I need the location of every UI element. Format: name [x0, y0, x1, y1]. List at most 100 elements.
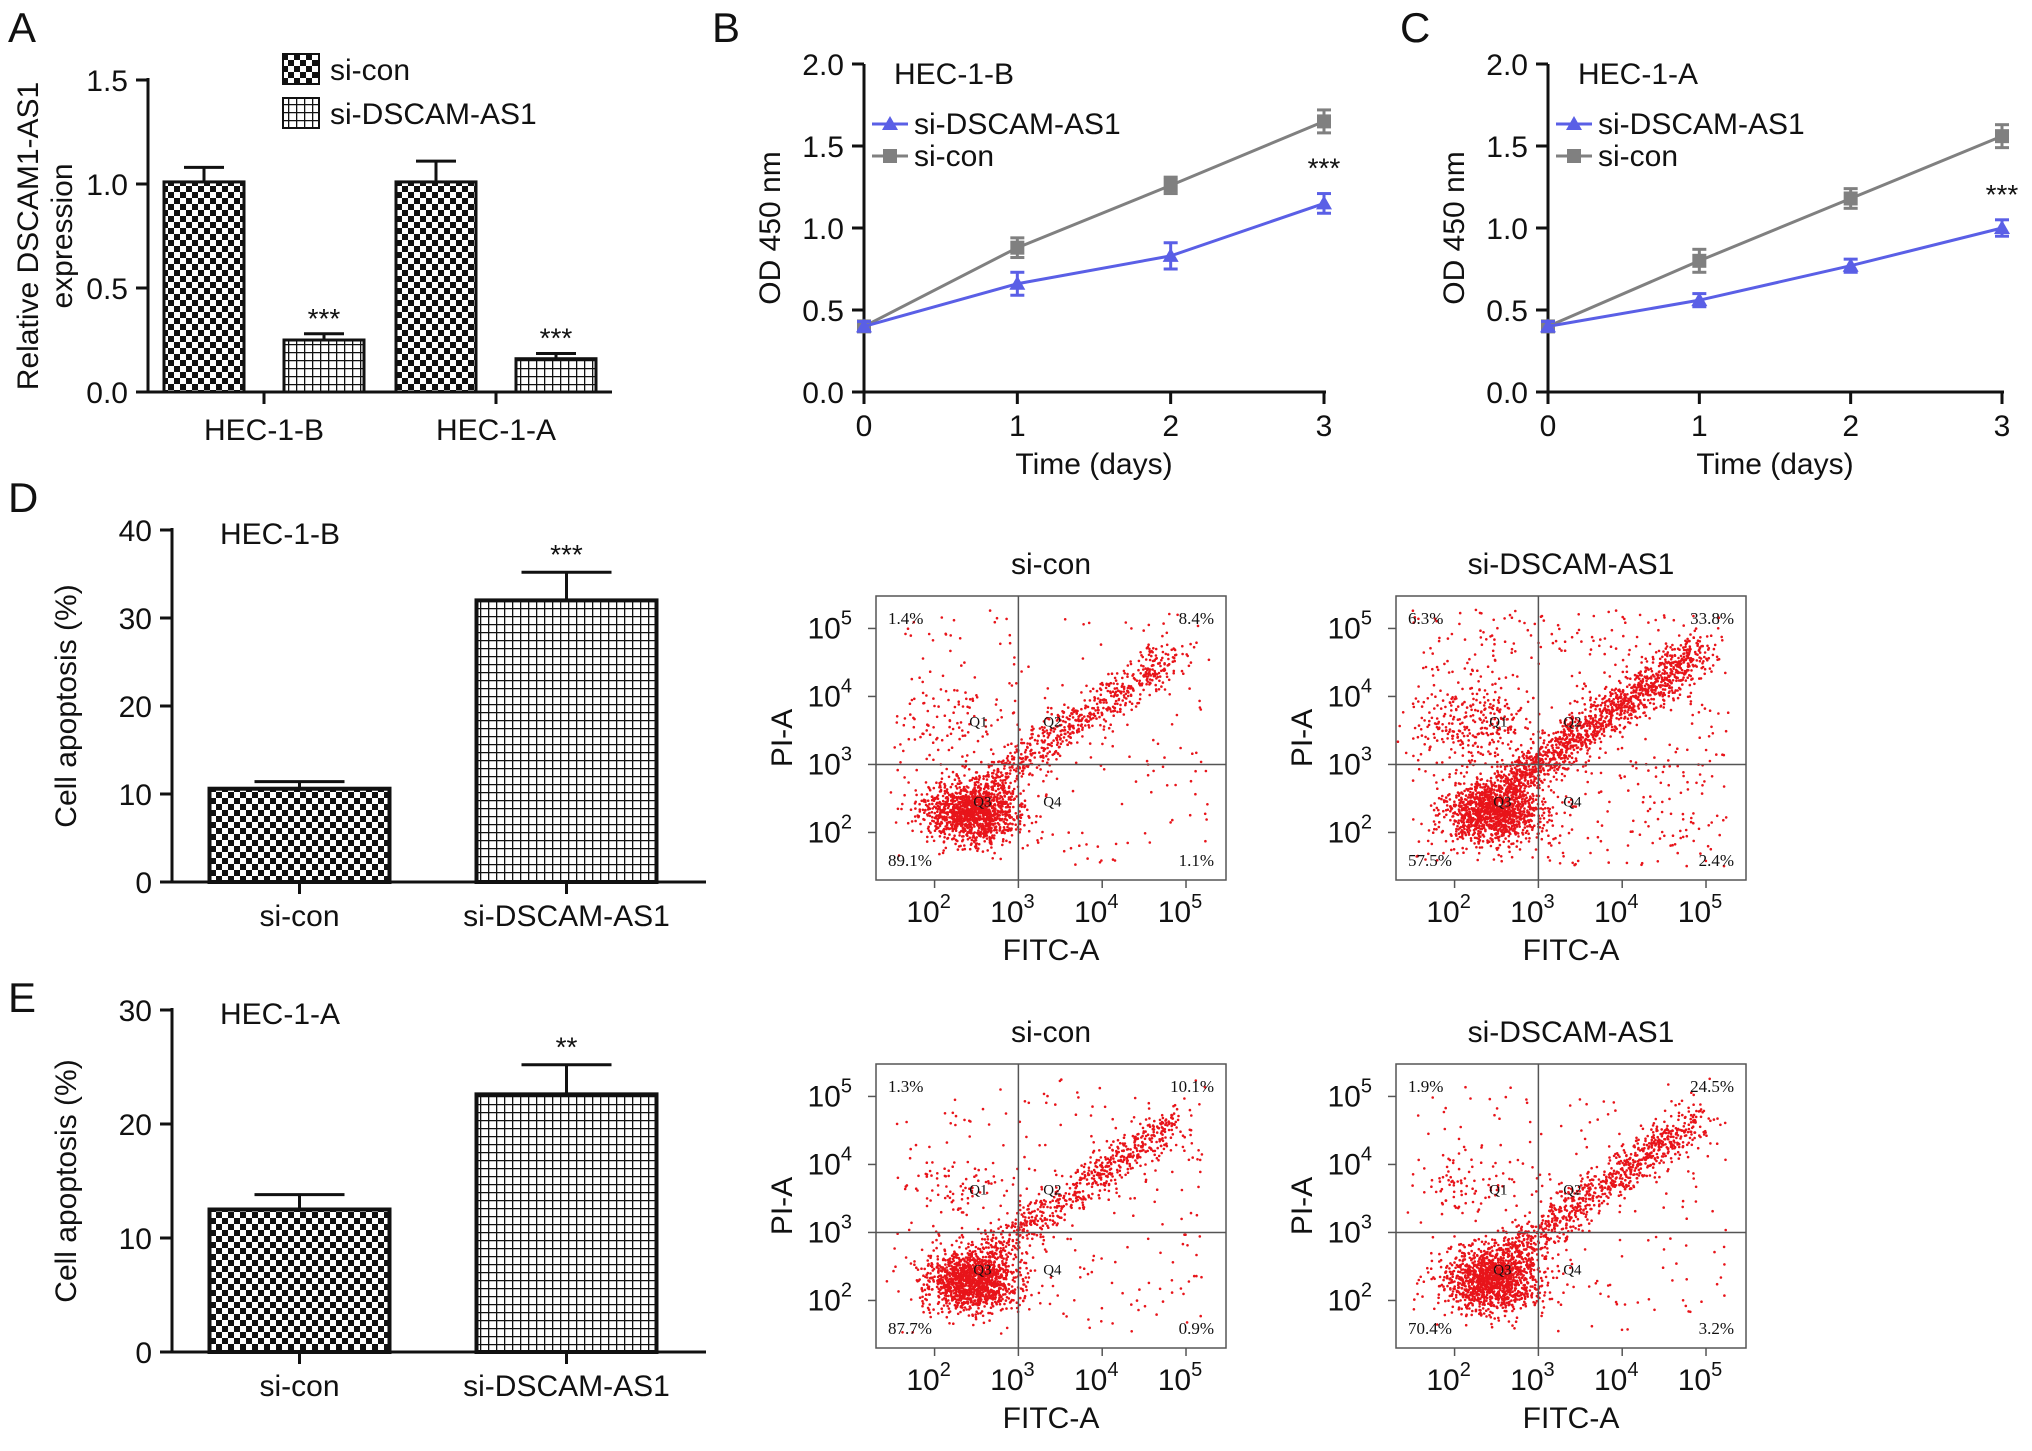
event-dot: [980, 760, 983, 764]
event-dot: [940, 777, 944, 780]
event-dot: [1494, 810, 1498, 813]
event-dot: [989, 822, 993, 826]
event-dot: [1015, 767, 1018, 770]
event-dot: [1436, 814, 1440, 817]
event-dot: [1589, 709, 1592, 713]
event-dot: [1513, 775, 1516, 778]
event-dot: [1585, 724, 1589, 727]
x-tick-label: 2: [1842, 410, 1859, 443]
event-dot: [1030, 725, 1034, 728]
event-dot: [1098, 715, 1101, 719]
event-dot: [1148, 651, 1152, 654]
event-dot: [1637, 707, 1641, 710]
event-dot: [920, 793, 924, 796]
event-dot: [966, 838, 970, 841]
event-dot: [990, 724, 993, 727]
event-dot: [1686, 654, 1689, 658]
event-dot: [1012, 663, 1016, 666]
event-dot: [921, 680, 924, 684]
event-dot: [1599, 717, 1603, 720]
event-dot: [1002, 838, 1005, 841]
event-dot: [1518, 792, 1522, 796]
event-dot: [933, 704, 936, 708]
legend-marker: [882, 116, 898, 130]
event-dot: [946, 797, 950, 801]
event-dot: [1541, 827, 1544, 830]
event-dot: [1472, 800, 1476, 804]
event-dot: [1114, 842, 1118, 846]
event-dot: [1544, 800, 1547, 804]
event-dot: [1528, 768, 1531, 772]
event-dot: [1050, 744, 1053, 748]
event-dot: [1089, 756, 1093, 759]
event-dot: [1077, 715, 1081, 718]
event-dot: [1534, 768, 1537, 771]
x-tick-label: 0: [856, 410, 873, 443]
event-dot: [1435, 781, 1438, 784]
event-dot: [1126, 672, 1129, 676]
event-dot: [1560, 772, 1564, 776]
event-dot: [1163, 756, 1166, 759]
event-dot: [1539, 779, 1543, 783]
event-dot: [1593, 741, 1597, 744]
event-dot: [1692, 636, 1696, 639]
event-dot: [1583, 682, 1586, 685]
event-dot: [1689, 633, 1692, 636]
event-dot: [1664, 642, 1668, 645]
event-dot: [1517, 835, 1520, 838]
event-dot: [1543, 753, 1547, 756]
event-dot: [1497, 839, 1501, 842]
x-tick-label: 2: [1162, 410, 1179, 443]
event-dot: [1432, 820, 1436, 823]
event-dot: [1651, 684, 1654, 687]
event-dot: [1633, 695, 1636, 699]
event-dot: [1031, 752, 1035, 755]
event-dot: [1524, 778, 1527, 781]
event-dot: [1551, 824, 1555, 827]
event-dot: [948, 816, 951, 819]
event-dot: [1519, 781, 1523, 785]
event-dot: [1139, 672, 1142, 675]
event-dot: [1070, 712, 1073, 715]
event-dot: [1443, 800, 1446, 804]
event-dot: [953, 778, 957, 781]
event-dot: [1001, 781, 1004, 784]
event-dot: [1498, 843, 1502, 847]
event-dot: [1646, 692, 1650, 696]
event-dot: [948, 827, 952, 830]
y-tick-label: 0.5: [802, 295, 844, 328]
event-dot: [1492, 858, 1496, 861]
event-dot: [1658, 670, 1661, 673]
event-dot: [1065, 716, 1069, 719]
event-dot: [1172, 671, 1175, 675]
event-dot: [1609, 717, 1613, 720]
event-dot: [994, 779, 997, 783]
event-dot: [1173, 653, 1177, 657]
event-dot: [1087, 621, 1091, 625]
event-dot: [1013, 656, 1016, 659]
event-dot: [925, 729, 928, 732]
event-dot: [1108, 690, 1112, 693]
event-dot: [930, 795, 934, 799]
event-dot: [957, 845, 961, 848]
event-dot: [1009, 769, 1012, 772]
event-dot: [1629, 700, 1633, 703]
event-dot: [1452, 804, 1456, 808]
event-dot: [1588, 742, 1592, 745]
event-dot: [932, 820, 936, 823]
event-dot: [1581, 724, 1584, 727]
event-dot: [918, 810, 922, 813]
event-dot: [1104, 736, 1107, 740]
event-dot: [977, 842, 981, 846]
event-dot: [1595, 732, 1599, 735]
event-dot: [1162, 622, 1165, 625]
event-dot: [1129, 662, 1133, 666]
event-dot: [995, 817, 999, 820]
event-dot: [1525, 759, 1528, 762]
event-dot: [998, 817, 1001, 820]
event-dot: [954, 784, 958, 788]
event-dot: [1455, 794, 1458, 797]
event-dot: [990, 785, 993, 789]
event-dot: [1198, 706, 1202, 709]
event-dot: [1706, 644, 1709, 648]
